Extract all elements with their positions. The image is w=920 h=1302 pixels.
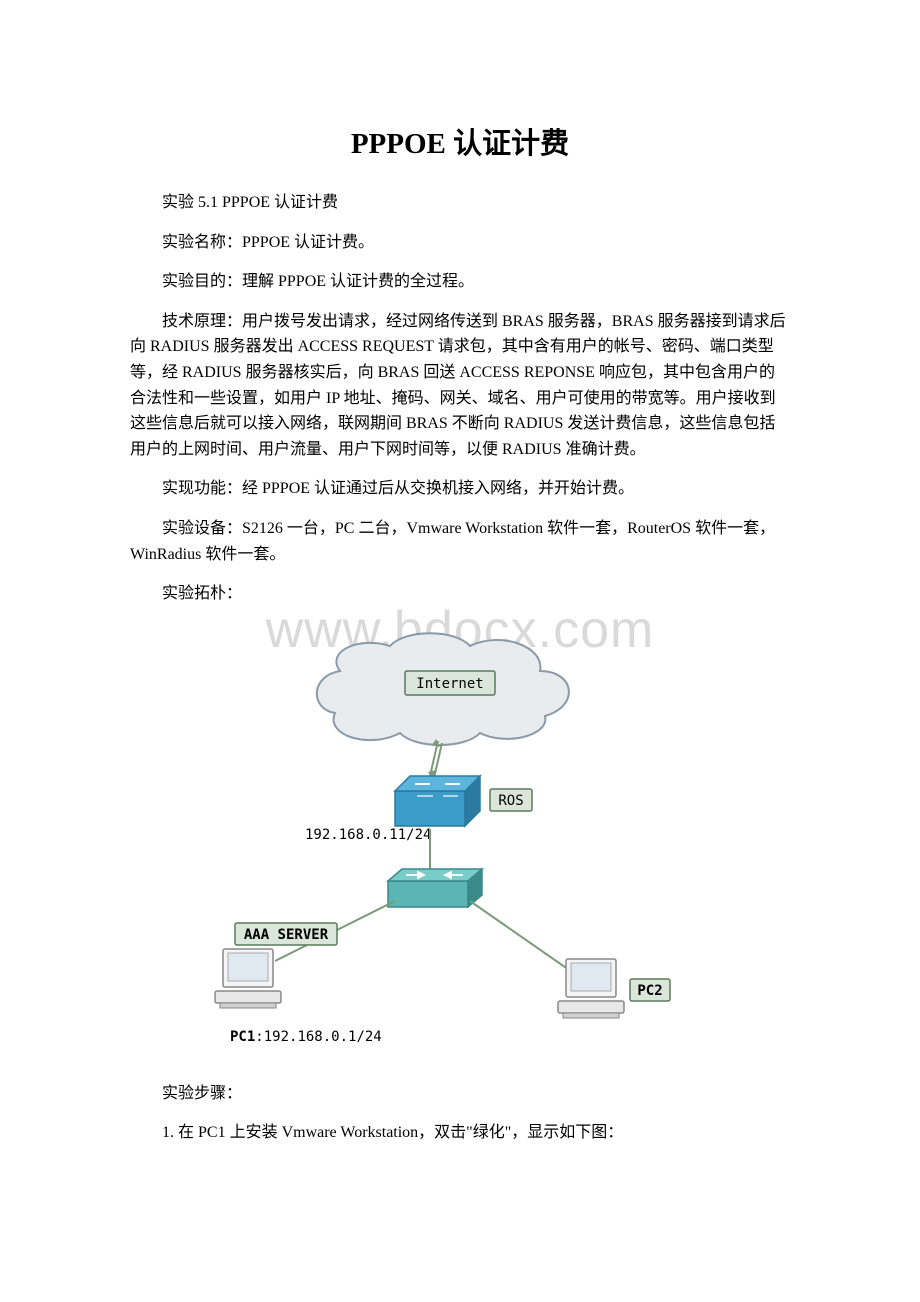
document-content: PPPOE 认证计费 实验 5.1 PPPOE 认证计费 实验名称：PPPOE … [130,120,790,1146]
internet-label: Internet [416,676,483,692]
pc1-icon [215,949,281,1008]
ros-ip: 192.168.0.11/24 [305,827,431,843]
topology-diagram: Internet ROS 192.168.0.11/24 [180,621,690,1061]
page-title: PPPOE 认证计费 [130,120,790,162]
svg-text:PC1:192.168.0.1/24: PC1:192.168.0.1/24 [230,1029,382,1045]
pc1-ip: :192.168.0.1/24 [255,1029,381,1045]
para-function: 实现功能：经 PPPOE 认证通过后从交换机接入网络，并开始计费。 [130,476,790,502]
pc2-icon [558,959,624,1018]
para-tech-principle: 技术原理：用户拨号发出请求，经过网络传送到 BRAS 服务器，BRAS 服务器接… [130,309,790,463]
para-step-1: 1. 在 PC1 上安装 Vmware Workstation，双击"绿化"，显… [130,1120,790,1146]
aaa-label: AAA SERVER [244,927,329,943]
para-experiment-name: 实验名称：PPPOE 认证计费。 [130,230,790,256]
para-experiment-number: 实验 5.1 PPPOE 认证计费 [130,190,790,216]
internet-cloud: Internet [317,633,569,745]
para-experiment-goal: 实验目的：理解 PPPOE 认证计费的全过程。 [130,269,790,295]
pc1-label-prefix: PC1 [230,1029,255,1045]
para-equipment: 实验设备：S2126 一台，PC 二台，Vmware Workstation 软… [130,516,790,567]
pc2-label: PC2 [637,983,662,999]
para-topology-label: 实验拓朴： [130,581,790,607]
para-steps-label: 实验步骤： [130,1081,790,1107]
ros-label: ROS [498,793,523,809]
switch-device [388,869,482,907]
ros-router [395,776,480,826]
